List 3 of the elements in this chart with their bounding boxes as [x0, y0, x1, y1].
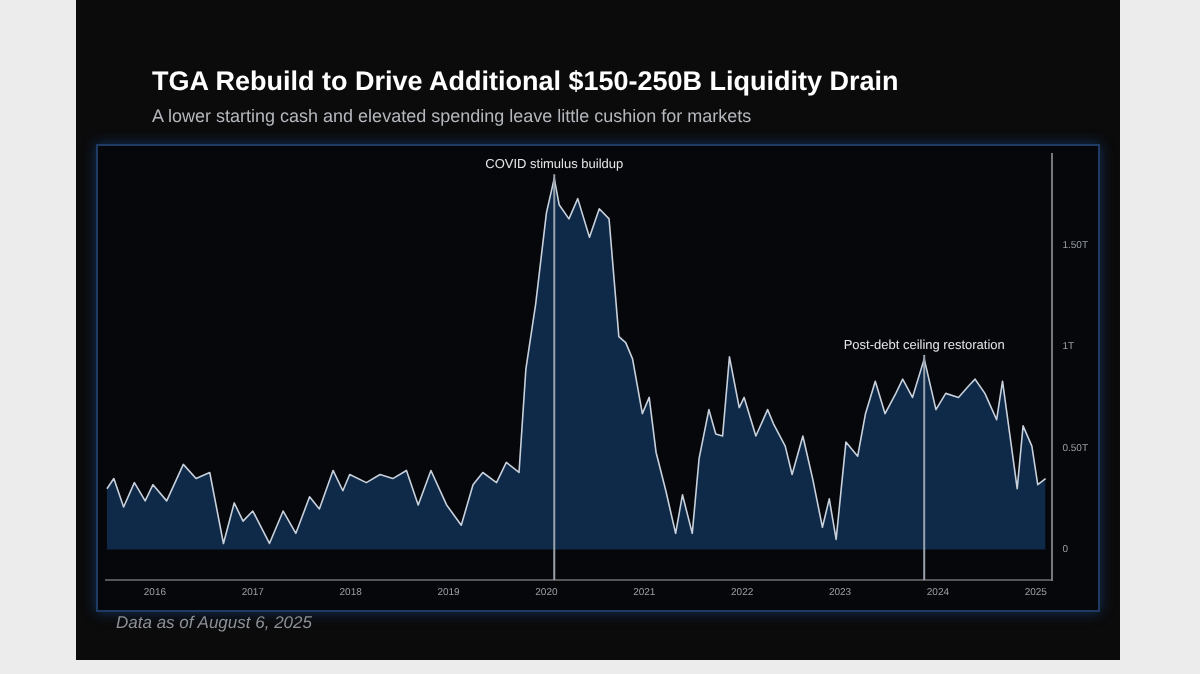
chart-title: TGA Rebuild to Drive Additional $150-250B Liquidity Drain	[152, 66, 899, 96]
chart-subtitle: A lower starting cash and elevated spending leave little cushion for markets	[152, 106, 752, 126]
text: Data as of August 6, 2025	[116, 612, 312, 632]
